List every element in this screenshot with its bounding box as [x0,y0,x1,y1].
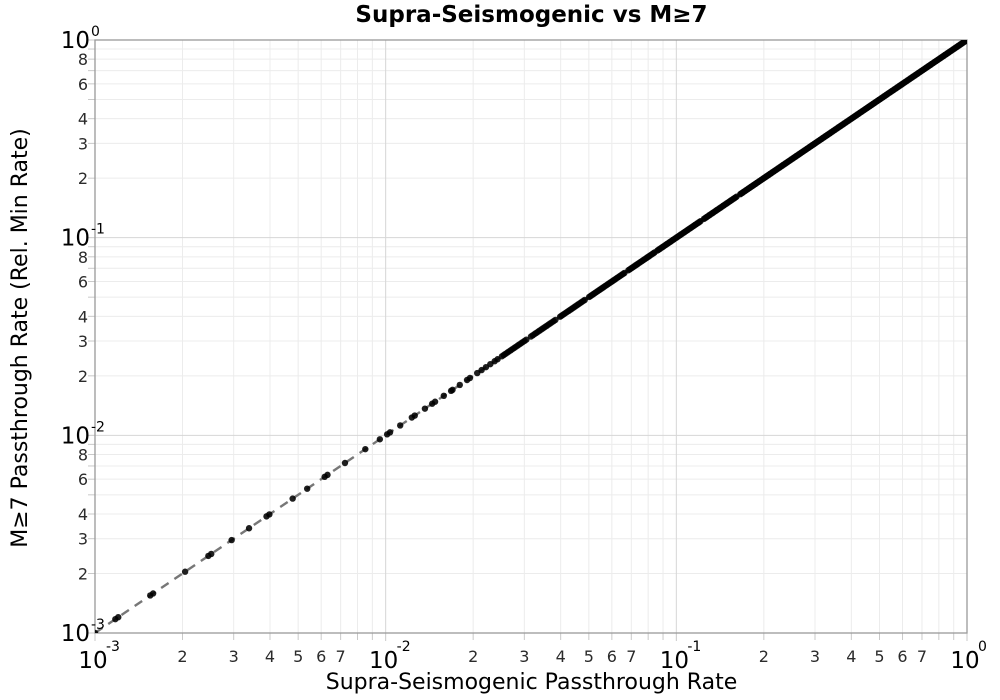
data-point [466,374,474,382]
x-major-tick-label: 10 [369,648,398,674]
data-point [523,336,530,343]
data-point [324,471,331,479]
x-axis-title: Supra-Seismogenic Passthrough Rate [325,670,738,695]
x-minor-tick-label: 4 [265,647,275,666]
x-major-tick-label: 10 [78,648,107,674]
y-major-tick-label: 10 [61,226,90,252]
y-major-tick-exponent: -1 [91,222,105,238]
data-point [266,511,273,518]
x-minor-tick-label: 5 [584,647,594,666]
x-minor-tick-label: 6 [897,647,907,666]
y-minor-tick-label: 8 [78,248,88,267]
x-major-tick-exponent: 0 [978,639,987,655]
data-point [449,386,456,394]
x-major-tick-exponent: -2 [397,639,411,655]
x-minor-tick-label: 6 [316,647,326,666]
y-minor-tick-label: 4 [78,110,88,129]
x-minor-tick-label: 2 [468,647,478,666]
data-point [115,613,122,621]
data-point [411,412,418,419]
y-minor-tick-label: 2 [78,367,88,386]
data-point [376,436,384,443]
data-point [228,536,235,544]
data-point [303,485,311,492]
data-point [431,398,439,405]
scatter-series [95,40,967,633]
y-major-tick-label: 10 [61,423,90,449]
data-point [962,40,967,44]
data-point [208,550,215,558]
x-major-tick-label: 10 [660,648,689,674]
data-point [362,445,369,453]
data-point [341,459,349,467]
y-minor-tick-label: 3 [78,134,88,153]
data-point [552,316,559,324]
x-minor-tick-label: 4 [556,647,566,666]
data-point [386,429,394,436]
y-minor-tick-label: 3 [78,530,88,549]
y-major-tick-exponent: -2 [91,419,105,435]
y-minor-tick-label: 2 [78,564,88,583]
data-point [95,629,99,633]
x-minor-tick-label: 2 [759,647,769,666]
data-point [245,525,253,532]
x-major-tick-exponent: -1 [687,639,701,655]
x-minor-tick-label: 5 [874,647,884,666]
x-minor-tick-label: 5 [293,647,303,666]
y-minor-tick-label: 8 [78,445,88,464]
data-point [440,392,447,399]
data-point [181,568,189,575]
y-minor-tick-label: 6 [78,470,88,489]
x-minor-tick-label: 4 [846,647,856,666]
data-point [456,381,463,389]
data-point [421,405,429,412]
y-major-tick-exponent: -3 [91,617,105,633]
data-point [397,422,404,429]
y-major-tick-label: 10 [61,28,90,54]
x-minor-tick-label: 3 [810,647,820,666]
data-point [289,495,296,502]
y-minor-tick-label: 3 [78,332,88,351]
y-minor-tick-label: 6 [78,75,88,94]
y-major-tick-label: 10 [61,621,90,647]
x-minor-tick-label: 7 [626,647,636,666]
chart-title: Supra-Seismogenic vs M≥7 [355,2,708,28]
y-minor-tick-label: 4 [78,307,88,326]
y-minor-tick-label: 8 [78,50,88,69]
x-major-tick-exponent: -3 [106,639,120,655]
y-major-tick-exponent: 0 [91,24,100,40]
data-point [149,590,157,597]
x-major-tick-label: 10 [950,648,979,674]
x-minor-tick-label: 3 [519,647,529,666]
plot-border [94,39,968,634]
y-minor-tick-label: 2 [78,169,88,188]
x-minor-tick-label: 3 [229,647,239,666]
x-minor-tick-label: 2 [177,647,187,666]
x-minor-tick-label: 7 [917,647,927,666]
y-minor-tick-label: 6 [78,273,88,292]
x-minor-tick-label: 7 [336,647,346,666]
x-minor-tick-label: 6 [607,647,617,666]
y-minor-tick-label: 4 [78,505,88,524]
